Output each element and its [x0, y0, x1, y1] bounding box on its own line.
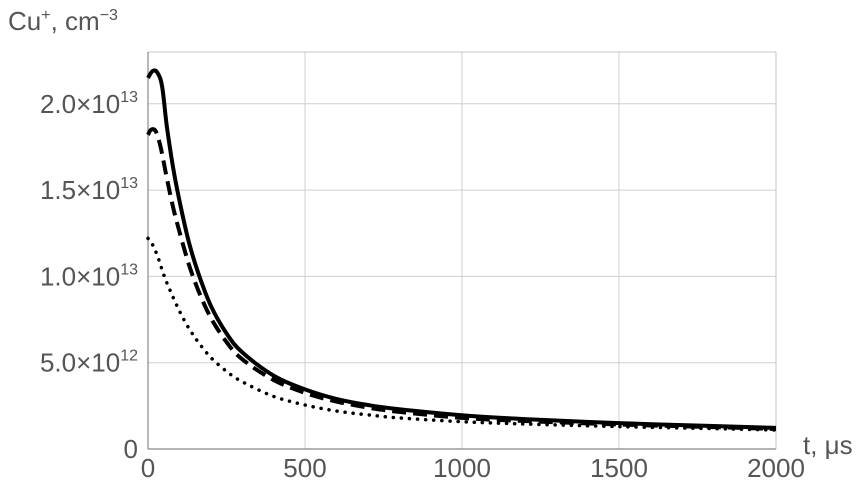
series-line-dotted: [146, 236, 778, 432]
y-tick-labels: 0 5.0×1012 1.0×1013 1.5×1013 2.0×1013: [40, 89, 138, 464]
x-tick-label-2: 1000: [433, 453, 491, 483]
y-axis-label-base: Cu: [8, 6, 41, 36]
y-tick-label-0: 0: [124, 434, 138, 464]
series-layer: [146, 68, 778, 432]
plot-frame: [147, 51, 777, 450]
x-tick-label-1: 500: [283, 453, 326, 483]
series-line-dashed: [146, 127, 777, 431]
y-axis-label-base-sup: +: [41, 7, 50, 24]
y-tick-label-3: 1.5×1013: [40, 175, 138, 205]
y-axis-label-unit-sup: −3: [100, 7, 118, 24]
x-tick-labels: 0 500 1000 1500 2000: [141, 453, 805, 483]
y-tick-label-2: 1.0×1013: [40, 261, 138, 291]
x-axis-label: t, μs: [803, 430, 853, 460]
x-tick-label-4: 2000: [747, 453, 805, 483]
y-tick-label-4: 2.0×1013: [40, 89, 138, 119]
grid-lines: [148, 52, 777, 449]
x-tick-label-0: 0: [141, 453, 155, 483]
y-axis-label-unit: , cm: [51, 6, 100, 36]
y-axis-label: Cu+, cm−3: [8, 6, 118, 36]
x-tick-label-3: 1500: [590, 453, 648, 483]
y-tick-label-1: 5.0×1012: [40, 348, 138, 378]
